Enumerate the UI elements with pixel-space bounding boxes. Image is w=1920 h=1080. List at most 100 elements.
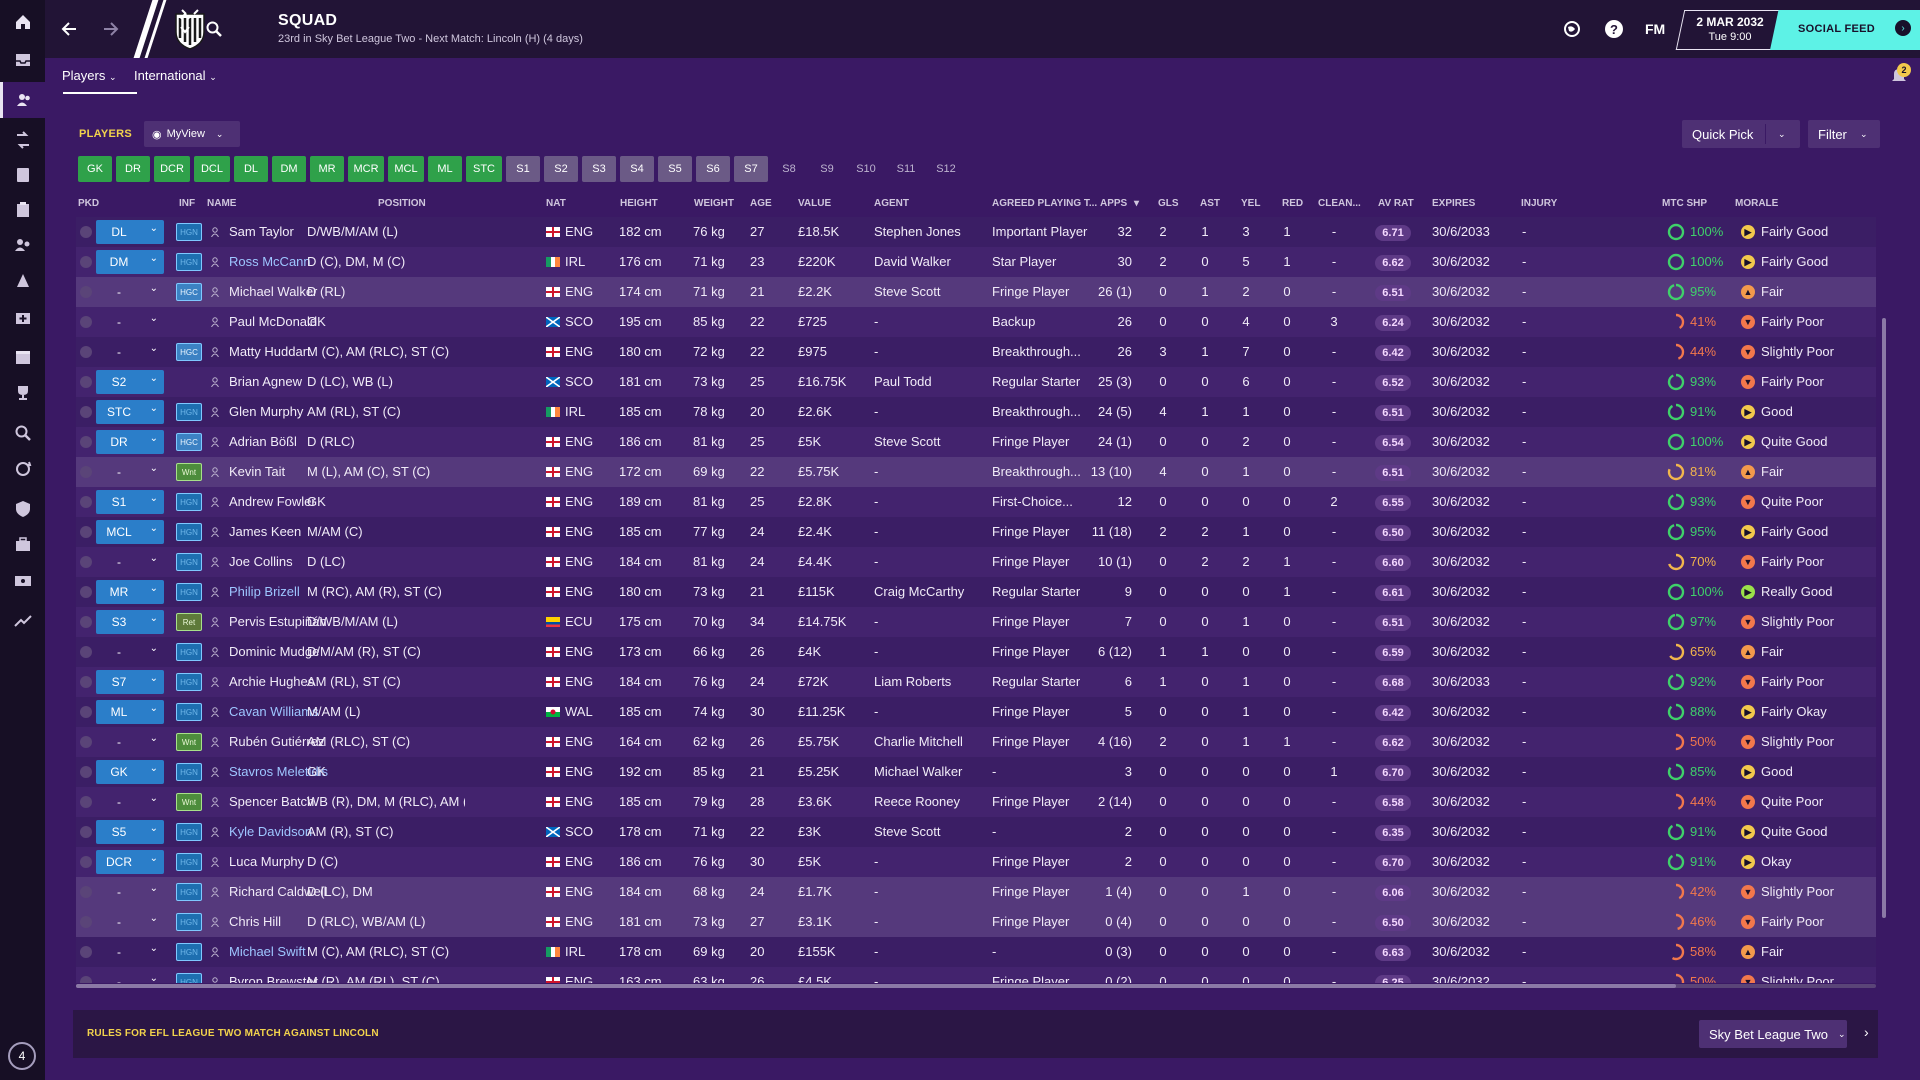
tab-players[interactable]: Players ⌄ — [62, 68, 117, 83]
pkd-selector[interactable]: MCL ⌄ — [96, 520, 164, 544]
pkd-selector[interactable]: - ⌄ — [96, 730, 164, 754]
sidebar-counter[interactable]: 4 — [8, 1042, 36, 1070]
nav-analytics[interactable] — [0, 604, 45, 638]
table-row[interactable]: - ⌄ Wnt Rubén Gutiérrez ENG AM (RLC), ST (C) 1… — [76, 727, 1876, 757]
pkd-selector[interactable]: - ⌄ — [96, 970, 164, 983]
pick-checkbox[interactable] — [80, 436, 92, 448]
col-age[interactable]: AGE — [750, 198, 772, 209]
position-chip-gk[interactable]: GK — [78, 156, 112, 182]
table-row[interactable]: STC ⌄ HGN Glen Murphy IRL AM (RL), ST (C) 185 … — [76, 397, 1876, 427]
pkd-selector[interactable]: - ⌄ — [96, 340, 164, 364]
position-chip-dl[interactable]: DL — [234, 156, 268, 182]
player-name[interactable]: Andrew Fowler — [229, 494, 316, 509]
nav-schedule[interactable] — [0, 340, 45, 374]
pick-checkbox[interactable] — [80, 406, 92, 418]
col-name[interactable]: NAME — [207, 198, 237, 209]
pkd-selector[interactable]: - ⌄ — [96, 310, 164, 334]
player-name[interactable]: Adrian Bößl — [229, 434, 297, 449]
col-mtc[interactable]: MTC SHP — [1662, 198, 1707, 209]
pick-checkbox[interactable] — [80, 676, 92, 688]
table-row[interactable]: S3 ⌄ Ret Pervis Estupiñán ECU D/WB/M/AM (L) 17… — [76, 607, 1876, 637]
table-row[interactable]: MCL ⌄ HGN James Keen ENG M/AM (C) 185 cm 77 kg 2… — [76, 517, 1876, 547]
search-button[interactable] — [203, 18, 225, 40]
col-yel[interactable]: YEL — [1241, 198, 1261, 209]
nav-staff[interactable] — [0, 228, 45, 262]
pkd-selector[interactable]: STC ⌄ — [96, 400, 164, 424]
position-chip-s3[interactable]: S3 — [582, 156, 616, 182]
col-injury[interactable]: INJURY — [1521, 198, 1558, 209]
player-name[interactable]: Pervis Estupiñán — [229, 614, 327, 629]
pkd-selector[interactable]: S3 ⌄ — [96, 610, 164, 634]
col-ast[interactable]: AST — [1200, 198, 1220, 209]
quick-pick-button[interactable]: Quick Pick ⌄ — [1682, 120, 1800, 148]
col-inf[interactable]: INF — [179, 198, 196, 209]
pick-checkbox[interactable] — [80, 466, 92, 478]
col-clean[interactable]: CLEAN... — [1318, 198, 1361, 209]
player-name[interactable]: Michael Swift — [229, 944, 306, 959]
world-button[interactable] — [1561, 18, 1583, 40]
pkd-selector[interactable]: MR ⌄ — [96, 580, 164, 604]
table-row[interactable]: - ⌄ HGN Michael Swift IRL M (C), AM (RLC), ST… — [76, 937, 1876, 967]
pkd-selector[interactable]: - ⌄ — [96, 280, 164, 304]
pick-checkbox[interactable] — [80, 256, 92, 268]
player-name[interactable]: Byron Brewster — [229, 974, 318, 983]
pkd-selector[interactable]: S5 ⌄ — [96, 820, 164, 844]
pkd-selector[interactable]: S2 ⌄ — [96, 370, 164, 394]
pick-checkbox[interactable] — [80, 886, 92, 898]
match-rules-label[interactable]: RULES FOR EFL LEAGUE TWO MATCH AGAINST L… — [87, 1028, 379, 1039]
pkd-selector[interactable]: - ⌄ — [96, 460, 164, 484]
pick-checkbox[interactable] — [80, 496, 92, 508]
player-name[interactable]: Stavros Meletidis — [229, 764, 328, 779]
pick-checkbox[interactable] — [80, 376, 92, 388]
position-chip-s9[interactable]: S9 — [820, 163, 834, 175]
player-name[interactable]: Richard Caldwell — [229, 884, 327, 899]
pkd-selector[interactable]: DR ⌄ — [96, 430, 164, 454]
pkd-selector[interactable]: GK ⌄ — [96, 760, 164, 784]
pick-checkbox[interactable] — [80, 286, 92, 298]
back-button[interactable] — [55, 14, 85, 44]
position-chip-s2[interactable]: S2 — [544, 156, 578, 182]
pkd-selector[interactable]: - ⌄ — [96, 550, 164, 574]
pkd-selector[interactable]: - ⌄ — [96, 910, 164, 934]
col-position[interactable]: POSITION — [378, 198, 426, 209]
table-row[interactable]: DCR ⌄ HGN Luca Murphy ENG D (C) 186 cm 76 kg 30 £… — [76, 847, 1876, 877]
table-row[interactable]: S1 ⌄ HGN Andrew Fowler ENG GK 189 cm 81 kg 25 £2.… — [76, 487, 1876, 517]
horizontal-scrollbar[interactable] — [76, 984, 1876, 988]
player-name[interactable]: Joe Collins — [229, 554, 293, 569]
position-chip-s12[interactable]: S12 — [936, 163, 956, 175]
nav-club-info[interactable] — [0, 492, 45, 526]
player-name[interactable]: Matty Huddart — [229, 344, 311, 359]
position-chip-s4[interactable]: S4 — [620, 156, 654, 182]
pick-checkbox[interactable] — [80, 556, 92, 568]
position-chip-dcl[interactable]: DCL — [194, 156, 230, 182]
nav-finances[interactable] — [0, 528, 45, 562]
player-name[interactable]: Kevin Tait — [229, 464, 286, 479]
position-chip-mr[interactable]: MR — [310, 156, 344, 182]
pick-checkbox[interactable] — [80, 946, 92, 958]
col-weight[interactable]: WEIGHT — [694, 198, 734, 209]
player-name[interactable]: Archie Hughes — [229, 674, 315, 689]
player-name[interactable]: Glen Murphy — [229, 404, 304, 419]
pick-checkbox[interactable] — [80, 796, 92, 808]
table-row[interactable]: S7 ⌄ HGN Archie Hughes ENG AM (RL), ST (C) 184… — [76, 667, 1876, 697]
player-name[interactable]: Rubén Gutiérrez — [229, 734, 325, 749]
col-expires[interactable]: EXPIRES — [1432, 198, 1476, 209]
pick-checkbox[interactable] — [80, 616, 92, 628]
position-chip-stc[interactable]: STC — [466, 156, 502, 182]
view-selector[interactable]: ◉ MyView ⌄ — [144, 121, 240, 147]
nav-training[interactable] — [0, 264, 45, 298]
nav-transfers[interactable] — [0, 452, 45, 486]
player-name[interactable]: Ross McCann — [229, 254, 311, 269]
pick-checkbox[interactable] — [80, 346, 92, 358]
nav-medical[interactable] — [0, 300, 45, 334]
col-red[interactable]: RED — [1282, 198, 1304, 209]
table-row[interactable]: ML ⌄ HGN Cavan Williams WAL M/AM (L) 185 cm 74 … — [76, 697, 1876, 727]
table-row[interactable]: - ⌄ Wnt Spencer Batch ENG WB (R), DM, M (RLC)… — [76, 787, 1876, 817]
nav-competitions[interactable] — [0, 376, 45, 410]
table-row[interactable]: - ⌄ HGN Richard Caldwell ENG D (LC), DM 184 cm… — [76, 877, 1876, 907]
pick-checkbox[interactable] — [80, 856, 92, 868]
col-morale[interactable]: MORALE — [1735, 198, 1779, 209]
col-pkd[interactable]: PKD — [78, 198, 100, 209]
position-chip-s6[interactable]: S6 — [696, 156, 730, 182]
pick-checkbox[interactable] — [80, 766, 92, 778]
